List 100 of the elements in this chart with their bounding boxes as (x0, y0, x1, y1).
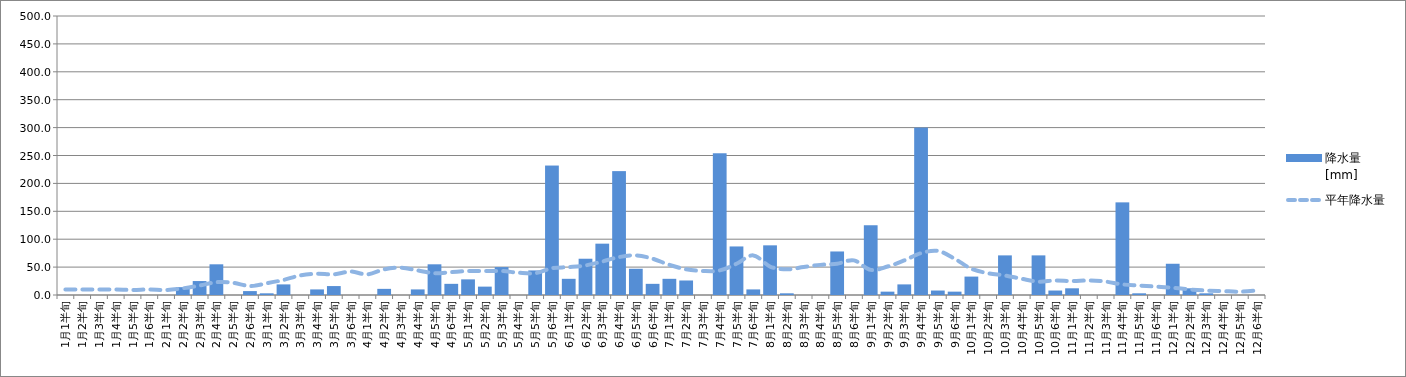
x-tick-label: 8月6半旬 (847, 301, 861, 348)
x-tick-label: 11月1半旬 (1066, 301, 1080, 355)
x-tick-label: 7月2半旬 (680, 301, 694, 348)
x-tick-label: 10月2半旬 (982, 301, 996, 355)
x-tick-label: 2月5半旬 (227, 301, 241, 348)
x-tick-label: 5月2半旬 (478, 301, 492, 348)
x-tick-label: 11月4半旬 (1116, 301, 1130, 355)
x-tick-label: 5月5半旬 (529, 301, 543, 348)
x-tick-label: 3月4半旬 (311, 301, 325, 348)
legend-label: 平年降水量 (1325, 193, 1385, 207)
x-tick-label: 10月4半旬 (1015, 301, 1029, 355)
x-tick-label: 4月1半旬 (361, 301, 375, 348)
x-tick-label: 9月2半旬 (881, 301, 895, 348)
bar (326, 286, 341, 295)
bar (377, 288, 392, 295)
x-tick-label: 9月5半旬 (931, 301, 945, 348)
bar (612, 171, 626, 295)
y-tick-label: 300.0 (19, 121, 51, 135)
x-tick-label: 6月3半旬 (596, 301, 610, 348)
x-tick-label: 12月3半旬 (1200, 301, 1214, 355)
x-tick-label: 10月1半旬 (965, 301, 979, 355)
x-tick-label: 11月3半旬 (1099, 301, 1113, 355)
x-tick-label: 5月3半旬 (495, 301, 509, 348)
bar (930, 290, 945, 295)
x-tick-label: 9月3半旬 (898, 301, 912, 348)
x-tick-label: 12月1半旬 (1166, 301, 1180, 355)
bar (863, 225, 878, 295)
bar (1065, 288, 1079, 295)
x-tick-label: 5月4半旬 (512, 301, 526, 348)
x-tick-label: 1月6半旬 (143, 301, 157, 348)
x-tick-label: 6月2半旬 (579, 301, 593, 348)
x-tick-label: 2月6半旬 (243, 301, 257, 348)
bar (1115, 202, 1130, 295)
legend-label: 降水量 [mm] (1325, 151, 1361, 182)
x-tick-label: 7月5半旬 (730, 301, 744, 348)
bar (830, 251, 845, 295)
bar (477, 286, 492, 295)
x-tick-label: 4月2半旬 (378, 301, 392, 348)
x-tick-label: 8月3半旬 (797, 301, 811, 348)
x-tick-label: 4月5半旬 (428, 301, 442, 348)
x-tick-label: 8月5半旬 (831, 301, 845, 348)
bar (914, 127, 928, 295)
x-tick-label: 7月1半旬 (663, 301, 677, 348)
x-tick-label: 12月2半旬 (1183, 301, 1197, 355)
x-tick-label: 3月6半旬 (344, 301, 358, 348)
y-tick-label: 350.0 (19, 93, 51, 107)
bar (897, 284, 912, 295)
x-tick-label: 2月4半旬 (210, 301, 224, 348)
x-tick-label: 11月6半旬 (1149, 301, 1163, 355)
bar (561, 278, 576, 295)
x-tick-label: 6月6半旬 (646, 301, 660, 348)
x-tick-label: 10月5半旬 (1032, 301, 1046, 355)
x-tick-label: 7月4半旬 (713, 301, 727, 348)
y-tick-label: 450.0 (19, 37, 51, 51)
x-tick-label: 9月4半旬 (915, 301, 929, 348)
x-tick-label: 1月3半旬 (92, 301, 106, 348)
x-tick-label: 2月2半旬 (176, 301, 190, 348)
bar (276, 284, 291, 295)
x-tick-label: 8月4半旬 (814, 301, 828, 348)
y-tick-label: 400.0 (19, 65, 51, 79)
y-tick-label: 150.0 (19, 205, 51, 219)
bar (662, 278, 677, 295)
bar (645, 283, 660, 295)
x-tick-label: 6月1半旬 (562, 301, 576, 348)
bar (998, 255, 1012, 295)
bar (712, 153, 727, 295)
x-tick-label: 11月2半旬 (1082, 301, 1096, 355)
y-tick-label: 250.0 (19, 149, 51, 163)
x-tick-label: 4月4半旬 (411, 301, 425, 348)
x-tick-label: 1月5半旬 (126, 301, 140, 348)
x-tick-label: 11月5半旬 (1133, 301, 1147, 355)
x-tick-label: 4月6半旬 (445, 301, 459, 348)
bar (1048, 290, 1063, 295)
x-tick-label: 6月4半旬 (613, 301, 627, 348)
x-tick-label: 1月2半旬 (76, 301, 90, 348)
bar (444, 283, 459, 295)
bar (461, 279, 475, 295)
x-tick-label: 12月5半旬 (1233, 301, 1247, 355)
x-tick-label: 7月6半旬 (747, 301, 761, 348)
x-tick-label: 9月6半旬 (948, 301, 962, 348)
x-tick-label: 10月3半旬 (998, 301, 1012, 355)
x-tick-label: 1月4半旬 (109, 301, 123, 348)
bar (243, 291, 257, 295)
x-tick-label: 1月1半旬 (59, 301, 73, 348)
x-tick-label: 5月1半旬 (462, 301, 476, 348)
x-tick-label: 12月6半旬 (1250, 301, 1264, 355)
x-tick-label: 2月1半旬 (160, 301, 174, 348)
x-tick-label: 2月3半旬 (193, 301, 207, 348)
bar (763, 245, 777, 295)
bar (595, 243, 610, 295)
bar (1165, 263, 1180, 295)
x-tick-label: 4月3半旬 (394, 301, 408, 348)
x-tick-label: 7月3半旬 (696, 301, 710, 348)
y-tick-label: 50.0 (26, 261, 51, 275)
x-tick-label: 12月4半旬 (1217, 301, 1231, 355)
x-tick-label: 3月2半旬 (277, 301, 291, 348)
bar (310, 289, 324, 295)
bar (628, 268, 643, 295)
bar (679, 280, 694, 295)
x-tick-label: 3月1半旬 (260, 301, 274, 348)
